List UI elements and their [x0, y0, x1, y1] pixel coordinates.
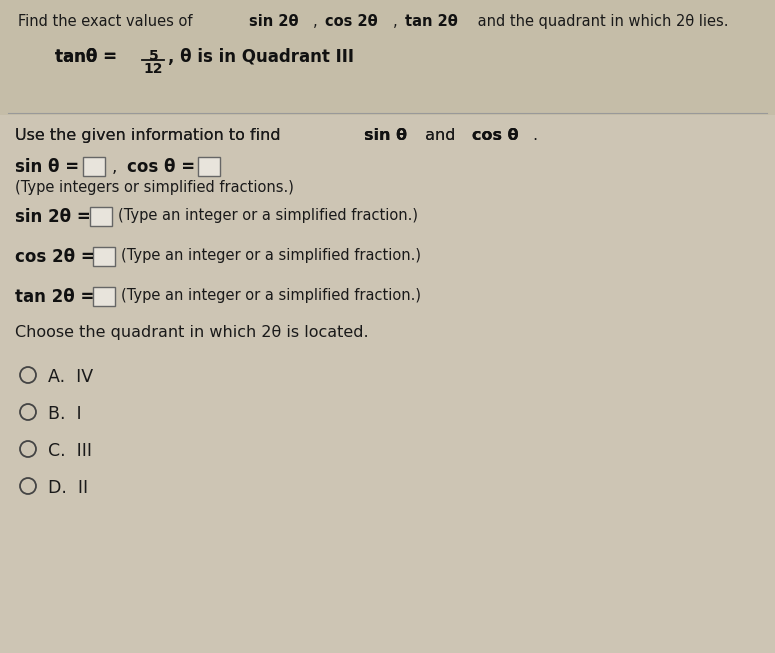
Text: (Type an integer or a simplified fraction.): (Type an integer or a simplified fractio…: [121, 248, 421, 263]
Text: sin 2θ =: sin 2θ =: [15, 208, 91, 226]
Text: sin θ: sin θ: [364, 128, 408, 143]
Text: cos θ =: cos θ =: [127, 158, 195, 176]
Text: A.  IV: A. IV: [48, 368, 93, 386]
Text: 5: 5: [149, 49, 158, 63]
Text: , θ is in Quadrant III: , θ is in Quadrant III: [168, 48, 354, 66]
Text: Use the given information to find: Use the given information to find: [15, 128, 286, 143]
Text: and: and: [420, 128, 460, 143]
Text: 12: 12: [143, 62, 164, 76]
Text: D.  II: D. II: [48, 479, 88, 497]
FancyBboxPatch shape: [0, 0, 775, 115]
Text: (Type an integer or a simplified fraction.): (Type an integer or a simplified fractio…: [121, 288, 421, 303]
Text: sin 2θ: sin 2θ: [249, 14, 298, 29]
Text: and the quadrant in which 2θ lies.: and the quadrant in which 2θ lies.: [473, 14, 728, 29]
Text: C.  III: C. III: [48, 442, 92, 460]
Text: cos θ: cos θ: [472, 128, 518, 143]
FancyBboxPatch shape: [198, 157, 220, 176]
Text: cos θ: cos θ: [472, 128, 518, 143]
Text: ,: ,: [393, 14, 402, 29]
Text: Choose the quadrant in which 2θ is located.: Choose the quadrant in which 2θ is locat…: [15, 325, 369, 340]
Text: sin θ: sin θ: [364, 128, 408, 143]
Text: tanθ =: tanθ =: [55, 48, 122, 66]
Text: tanθ =: tanθ =: [55, 48, 122, 66]
Text: cos 2θ =: cos 2θ =: [15, 248, 95, 266]
FancyBboxPatch shape: [83, 157, 105, 176]
Text: .: .: [532, 128, 537, 143]
Text: tan 2θ =: tan 2θ =: [15, 288, 95, 306]
Text: ,: ,: [112, 158, 122, 176]
Text: (Type integers or simplified fractions.): (Type integers or simplified fractions.): [15, 180, 294, 195]
FancyBboxPatch shape: [93, 287, 115, 306]
Text: and: and: [420, 128, 460, 143]
Text: cos 2θ: cos 2θ: [325, 14, 377, 29]
Text: ,: ,: [313, 14, 322, 29]
Text: (Type an integer or a simplified fraction.): (Type an integer or a simplified fractio…: [118, 208, 418, 223]
Text: B.  I: B. I: [48, 405, 81, 423]
Text: Use the given information to find: Use the given information to find: [15, 128, 286, 143]
FancyBboxPatch shape: [93, 247, 115, 266]
Text: sin θ =: sin θ =: [15, 158, 79, 176]
Text: Find the exact values of: Find the exact values of: [18, 14, 197, 29]
FancyBboxPatch shape: [90, 207, 112, 226]
Text: tan 2θ: tan 2θ: [405, 14, 457, 29]
